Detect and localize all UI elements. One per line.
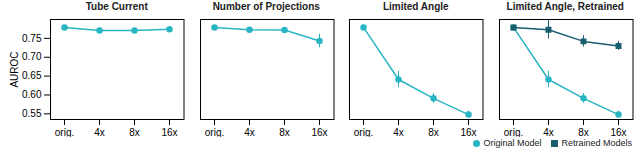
svg-text:0.65: 0.65: [22, 70, 42, 81]
html-text:Limited Angle, Retrained: Limited Angle, Retrained: [506, 1, 624, 12]
html-text:Tube Current: Tube Current: [85, 1, 148, 12]
svg-text:4x: 4x: [393, 127, 404, 137]
svg-text:0.75: 0.75: [22, 33, 42, 44]
svg-text:4x: 4x: [244, 127, 255, 137]
html-text:Original Model: Original Model: [483, 138, 542, 148]
svg-text:orig.: orig.: [55, 127, 74, 137]
svg-text:0.55: 0.55: [22, 108, 42, 119]
html-text:Retrained Models: Retrained Models: [561, 138, 632, 148]
svg-text:4x: 4x: [94, 127, 105, 137]
svg-text:0.70: 0.70: [22, 51, 42, 62]
svg-text:16x: 16x: [610, 127, 626, 137]
html-text:Limited Angle: Limited Angle: [382, 1, 449, 12]
svg-text:16x: 16x: [460, 127, 476, 137]
svg-text:16x: 16x: [161, 127, 177, 137]
svg-text:orig.: orig.: [204, 127, 223, 137]
svg-text:AUROC: AUROC: [9, 51, 20, 87]
svg-text:16x: 16x: [311, 127, 327, 137]
html-text:Number of Projections: Number of Projections: [212, 1, 320, 12]
svg-text:8x: 8x: [129, 127, 140, 137]
svg-text:orig.: orig.: [354, 127, 373, 137]
svg-text:8x: 8x: [428, 127, 439, 137]
svg-text:orig.: orig.: [503, 127, 522, 137]
svg-text:8x: 8x: [578, 127, 589, 137]
svg-text:0.60: 0.60: [22, 89, 42, 100]
svg-text:4x: 4x: [543, 127, 554, 137]
svg-text:8x: 8x: [279, 127, 290, 137]
